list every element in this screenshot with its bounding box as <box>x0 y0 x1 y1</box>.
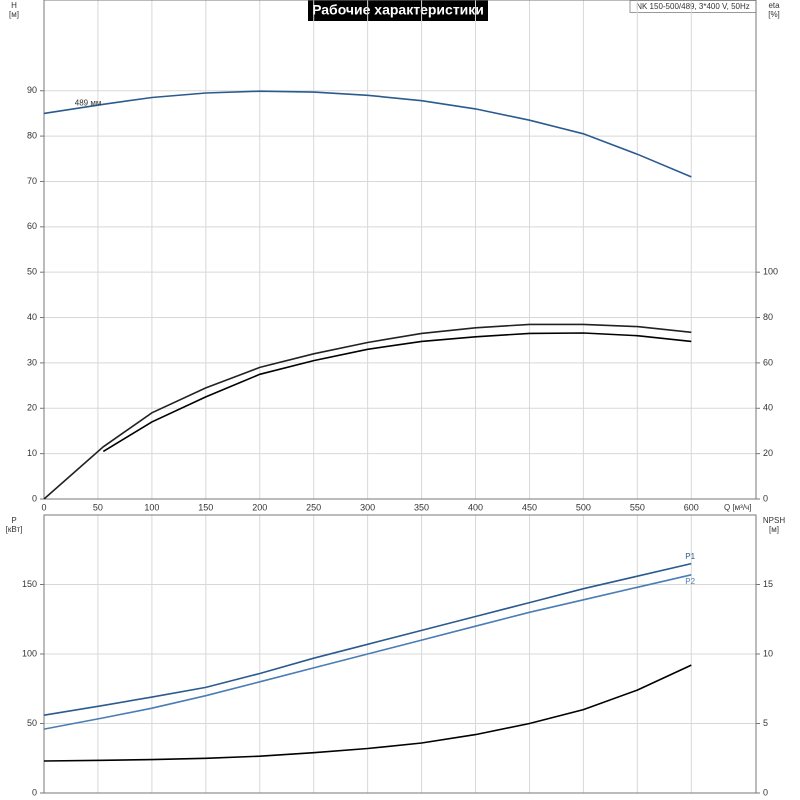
title-box <box>308 0 488 21</box>
y2-axis-unit: [%] <box>768 10 780 19</box>
y2-tick-label: 0 <box>763 787 768 797</box>
y2-axis-label: NPSH <box>763 516 785 525</box>
y-tick-label: 30 <box>27 357 37 367</box>
x-tick-label: 350 <box>414 502 429 512</box>
y-tick-label: 60 <box>27 221 37 231</box>
y2-tick-label: 100 <box>763 267 778 277</box>
y-axis-label: H <box>11 1 17 10</box>
x-tick-label: 150 <box>198 502 213 512</box>
chart-title: Рабочие характеристики <box>312 2 484 18</box>
series-label: P2 <box>685 577 695 586</box>
y-tick-label: 70 <box>27 176 37 186</box>
curve <box>43 323 692 500</box>
y-tick-label: 150 <box>22 579 37 589</box>
x-axis-label: Q [м³/ч] <box>724 503 751 512</box>
curve <box>43 562 692 716</box>
model-label: NK 150-500/489, 3*400 V, 50Hz <box>636 2 750 11</box>
y-tick-label: 50 <box>27 718 37 728</box>
y2-tick-label: 20 <box>763 448 773 458</box>
y-tick-label: 0 <box>32 787 37 797</box>
x-tick-label: 450 <box>522 502 537 512</box>
series-label: 489 мм <box>75 98 102 107</box>
x-tick-label: 0 <box>41 502 46 512</box>
series-label: P1 <box>685 552 695 561</box>
x-tick-label: 100 <box>144 502 159 512</box>
y-tick-label: 100 <box>22 648 37 658</box>
y-tick-label: 80 <box>27 130 37 140</box>
curve <box>102 332 692 453</box>
y-tick-label: 90 <box>27 85 37 95</box>
y-tick-label: 50 <box>27 267 37 277</box>
y-tick-label: 20 <box>27 403 37 413</box>
y2-tick-label: 60 <box>763 357 773 367</box>
x-tick-label: 550 <box>630 502 645 512</box>
y2-tick-label: 5 <box>763 718 768 728</box>
x-tick-label: 400 <box>468 502 483 512</box>
plot-frame <box>43 0 757 500</box>
y2-axis-unit: [м] <box>769 525 779 534</box>
x-tick-label: 600 <box>684 502 699 512</box>
y2-tick-label: 0 <box>763 493 768 503</box>
y2-tick-label: 10 <box>763 648 773 658</box>
x-tick-label: 300 <box>360 502 375 512</box>
x-tick-label: 500 <box>576 502 591 512</box>
curve <box>43 574 692 730</box>
y-axis-label: P <box>11 516 16 525</box>
y-tick-label: 0 <box>32 493 37 503</box>
plot-frame <box>43 514 757 794</box>
y2-axis-label: eta <box>768 1 780 10</box>
y-tick-label: 10 <box>27 448 37 458</box>
x-tick-label: 50 <box>93 502 103 512</box>
y-axis-unit: [м] <box>9 10 19 19</box>
curve <box>43 90 692 178</box>
y2-tick-label: 15 <box>763 579 773 589</box>
y-tick-label: 40 <box>27 312 37 322</box>
y2-tick-label: 40 <box>763 403 773 413</box>
y-axis-unit: [кВт] <box>6 525 23 534</box>
curve <box>43 664 692 762</box>
x-tick-label: 250 <box>306 502 321 512</box>
y2-tick-label: 80 <box>763 312 773 322</box>
x-tick-label: 200 <box>252 502 267 512</box>
